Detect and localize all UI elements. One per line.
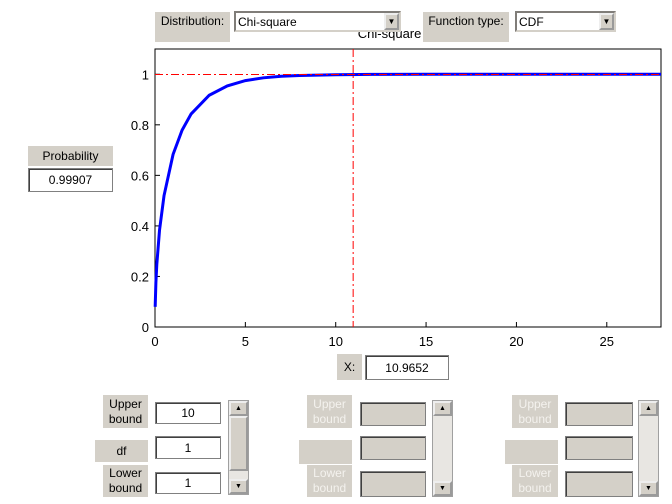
param-input xyxy=(360,471,426,497)
dropdown-arrow[interactable]: ▼ xyxy=(599,13,614,30)
label: X: xyxy=(337,354,362,380)
x-tick-label: 0 xyxy=(151,334,158,349)
label: Distribution: xyxy=(155,12,230,42)
probability-input[interactable]: 0.99907 xyxy=(28,168,113,192)
label: Probability xyxy=(28,146,113,166)
label xyxy=(299,440,352,464)
scrollbar: ▲ ▼ xyxy=(638,400,659,497)
param-input xyxy=(565,402,633,426)
param-input xyxy=(360,402,426,426)
select-text: CDF xyxy=(519,14,544,29)
label: df xyxy=(95,440,148,462)
label: Upper bound xyxy=(512,395,558,428)
y-tick-label: 0.8 xyxy=(131,118,149,133)
param-input[interactable]: 1 xyxy=(155,472,221,494)
param-input[interactable]: 10 xyxy=(155,402,221,424)
distribution-select[interactable]: Chi-square ▼ xyxy=(234,11,401,32)
x-tick-label: 20 xyxy=(509,334,523,349)
scrollbar[interactable]: ▲ ▼ xyxy=(228,400,249,495)
y-tick-label: 0.6 xyxy=(131,168,149,183)
x-tick-label: 5 xyxy=(242,334,249,349)
x-input[interactable]: 10.9652 xyxy=(365,355,449,380)
y-tick-label: 1 xyxy=(142,67,149,82)
label: Lower bound xyxy=(103,465,148,497)
label: Lower bound xyxy=(512,465,558,497)
label: Lower bound xyxy=(307,465,352,497)
param-input[interactable]: 1 xyxy=(155,436,221,459)
label: Function type: xyxy=(423,12,509,42)
param-input xyxy=(565,436,633,460)
y-tick-label: 0 xyxy=(142,320,149,335)
x-tick-label: 10 xyxy=(328,334,342,349)
scrollbar: ▲ ▼ xyxy=(432,400,453,497)
dropdown-arrow[interactable]: ▼ xyxy=(384,13,399,30)
x-tick-label: 25 xyxy=(600,334,614,349)
plot-area xyxy=(154,48,662,328)
label xyxy=(505,440,558,464)
param-input xyxy=(360,436,426,460)
function-select[interactable]: CDF ▼ xyxy=(515,11,616,32)
label: Upper bound xyxy=(103,395,148,428)
x-tick-label: 15 xyxy=(419,334,433,349)
label: Upper bound xyxy=(307,395,352,428)
y-tick-label: 0.2 xyxy=(131,269,149,284)
y-tick-label: 0.4 xyxy=(131,219,149,234)
select-text: Chi-square xyxy=(238,14,297,29)
cdf-line xyxy=(153,72,661,307)
param-input xyxy=(565,471,633,497)
